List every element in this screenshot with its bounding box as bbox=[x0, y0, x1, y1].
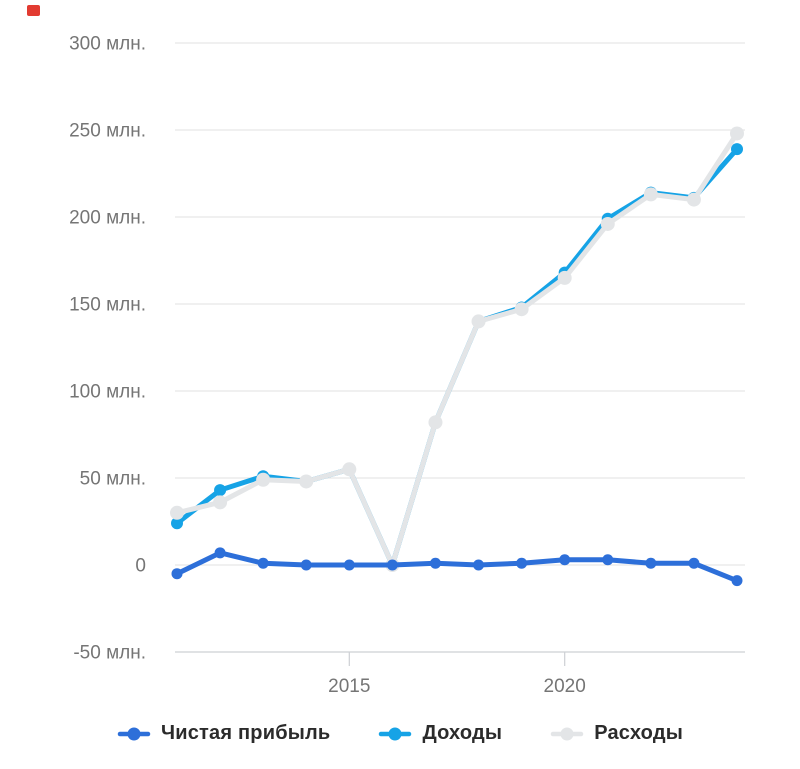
y-axis-tick-label: 50 млн. bbox=[80, 469, 146, 490]
data-point-revenue-2011[interactable] bbox=[171, 517, 183, 530]
data-point-net-profit-2023[interactable] bbox=[688, 557, 700, 569]
data-point-expenses-2017[interactable] bbox=[428, 415, 443, 430]
series-line-net-profit bbox=[174, 550, 740, 584]
data-point-expenses-2018[interactable] bbox=[471, 314, 486, 329]
series-line-revenue bbox=[174, 146, 740, 568]
line-chart-canvas: 300 млн. 250 млн. 200 млн. 150 млн. 100 млн.… bbox=[69, 34, 745, 697]
y-axis-tick-label: -50 млн. bbox=[73, 643, 146, 664]
data-point-revenue-2024[interactable] bbox=[731, 143, 743, 156]
chart-legend: Чистая прибыль Доходы Расходы bbox=[0, 722, 800, 745]
data-point-expenses-2012[interactable] bbox=[213, 495, 228, 510]
legend-item-net-profit[interactable]: Чистая прибыль bbox=[117, 722, 330, 745]
data-point-expenses-2022[interactable] bbox=[643, 187, 658, 202]
data-point-expenses-2015[interactable] bbox=[342, 462, 357, 477]
legend-marker-net-profit-icon bbox=[117, 727, 151, 740]
data-point-net-profit-2015[interactable] bbox=[343, 559, 355, 571]
data-point-revenue-2012[interactable] bbox=[214, 484, 227, 497]
data-point-expenses-2014[interactable] bbox=[299, 474, 314, 489]
y-axis-tick-label: 100 млн. bbox=[69, 382, 146, 403]
data-point-net-profit-2018[interactable] bbox=[473, 559, 485, 571]
data-point-net-profit-2014[interactable] bbox=[300, 559, 312, 571]
series-line-expenses bbox=[174, 130, 740, 568]
data-point-net-profit-2022[interactable] bbox=[645, 557, 657, 569]
legend-item-expenses[interactable]: Расходы bbox=[550, 722, 683, 745]
data-point-net-profit-2020[interactable] bbox=[559, 554, 571, 566]
legend-marker-revenue-icon bbox=[379, 727, 412, 740]
data-point-net-profit-2016[interactable] bbox=[386, 559, 398, 571]
legend-marker-expenses-icon bbox=[550, 727, 584, 740]
y-axis-tick-label: 0 bbox=[135, 556, 146, 577]
data-point-expenses-2011[interactable] bbox=[170, 505, 184, 520]
data-point-expenses-2021[interactable] bbox=[600, 216, 615, 231]
data-point-net-profit-2024[interactable] bbox=[731, 575, 743, 587]
y-axis-tick-label: 200 млн. bbox=[69, 208, 146, 229]
y-axis-tick-label: 250 млн. bbox=[69, 121, 146, 142]
x-axis-tick-label: 2015 bbox=[328, 676, 370, 697]
legend-item-revenue[interactable]: Доходы bbox=[378, 722, 502, 745]
x-axis-tick-label: 2020 bbox=[544, 676, 586, 697]
data-point-expenses-2023[interactable] bbox=[686, 192, 701, 207]
data-point-expenses-2019[interactable] bbox=[514, 302, 529, 317]
legend-label-revenue: Доходы bbox=[422, 722, 503, 744]
data-point-net-profit-2021[interactable] bbox=[602, 554, 614, 566]
red-marker bbox=[27, 5, 40, 16]
y-axis-tick-label: 150 млн. bbox=[69, 295, 146, 316]
data-point-expenses-2013[interactable] bbox=[256, 472, 271, 487]
data-point-expenses-2024[interactable] bbox=[730, 126, 744, 141]
legend-label-net-profit: Чистая прибыль bbox=[160, 722, 331, 744]
data-point-net-profit-2011[interactable] bbox=[171, 568, 183, 580]
data-point-net-profit-2019[interactable] bbox=[516, 557, 528, 569]
data-point-net-profit-2012[interactable] bbox=[214, 547, 226, 559]
data-point-net-profit-2013[interactable] bbox=[257, 557, 269, 569]
legend-label-expenses: Расходы bbox=[594, 722, 684, 744]
data-point-expenses-2020[interactable] bbox=[557, 270, 572, 285]
data-point-net-profit-2017[interactable] bbox=[429, 557, 441, 569]
y-axis-tick-label: 300 млн. bbox=[69, 34, 146, 55]
